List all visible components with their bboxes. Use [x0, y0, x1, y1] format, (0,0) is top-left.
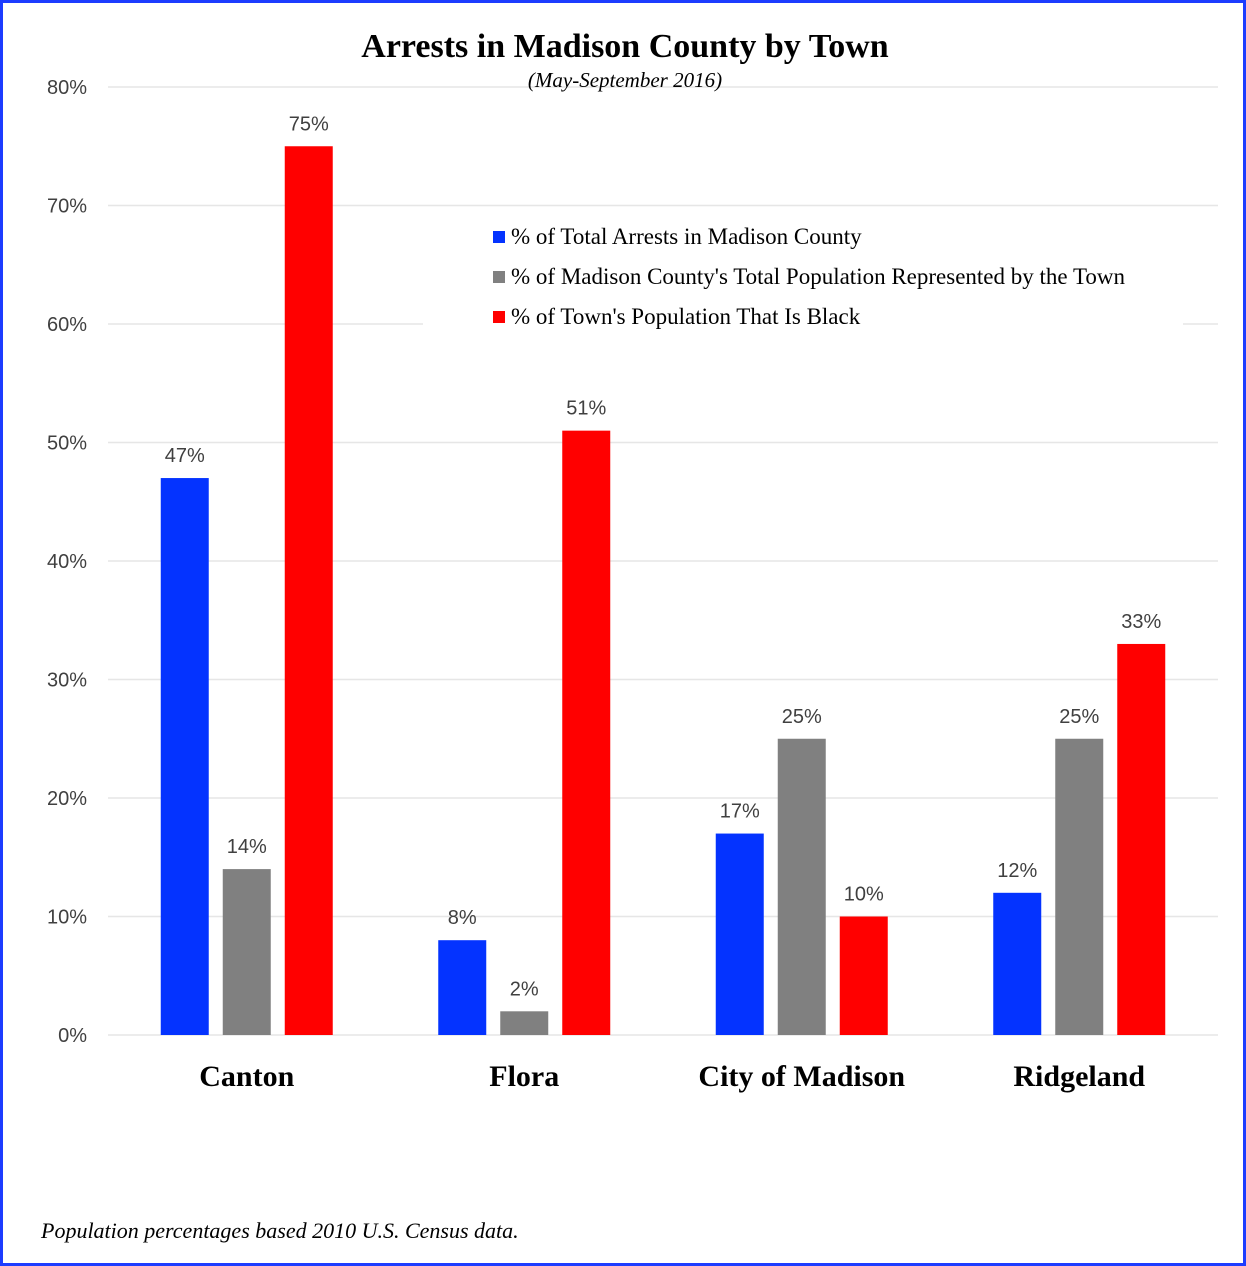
data-label: 33% [1121, 611, 1161, 633]
category-label: Ridgeland [1013, 1060, 1145, 1093]
data-label: 14% [227, 836, 267, 858]
chart-subtitle: (May-September 2016) [528, 68, 722, 92]
bar-chart: 0% 10% 20% 30% 40% 50% 60% 70% 80% 47% 14% 75% 8% 2%… [40, 28, 1218, 1243]
legend-swatch-2 [493, 271, 505, 283]
data-label: 25% [782, 706, 822, 728]
y-tick-label: 0% [58, 1025, 87, 1047]
bar-city-of-madison-series-3 [839, 916, 888, 1035]
legend-swatch-3 [493, 311, 505, 323]
data-label: 8% [448, 907, 477, 929]
chart-title: Arrests in Madison County by Town [361, 28, 889, 65]
y-tick-label: 10% [47, 907, 87, 929]
y-tick-label: 50% [47, 433, 87, 455]
y-axis-ticks: 0% 10% 20% 30% 40% 50% 60% 70% 80% [47, 77, 87, 1047]
bar-canton-series-3 [284, 146, 333, 1035]
bar-flora-series-1 [438, 940, 487, 1035]
bar-city-of-madison-series-1 [715, 833, 764, 1035]
legend-label-3: % of Town's Population That Is Black [511, 304, 861, 329]
bars [160, 146, 1166, 1035]
y-tick-label: 20% [47, 788, 87, 810]
y-tick-label: 40% [47, 551, 87, 573]
bar-flora-series-3 [562, 430, 611, 1035]
data-label: 47% [165, 445, 205, 467]
bar-canton-series-2 [222, 869, 271, 1035]
legend-label-2: % of Madison County's Total Population R… [511, 264, 1125, 289]
legend: % of Total Arrests in Madison County % of… [493, 224, 1125, 329]
footnote: Population percentages based 2010 U.S. C… [40, 1218, 519, 1243]
data-label: 2% [510, 978, 539, 1000]
bar-flora-series-2 [500, 1011, 549, 1035]
data-label: 25% [1059, 706, 1099, 728]
y-tick-label: 70% [47, 196, 87, 218]
category-label: Flora [489, 1060, 559, 1093]
data-label: 17% [720, 801, 760, 823]
bar-ridgeland-series-3 [1117, 643, 1166, 1035]
data-label: 10% [844, 884, 884, 906]
bar-ridgeland-series-1 [993, 892, 1042, 1035]
data-label: 12% [997, 860, 1037, 882]
bar-ridgeland-series-2 [1055, 738, 1104, 1035]
category-label: Canton [199, 1060, 294, 1093]
x-axis-categories: Canton Flora City of Madison Ridgeland [199, 1060, 1145, 1093]
data-labels: 47% 14% 75% 8% 2% 51% 17% 25% 10% 12% 25% 33% [165, 113, 1162, 1000]
data-label: 51% [566, 398, 606, 420]
legend-background [423, 217, 1183, 337]
bar-canton-series-1 [160, 478, 209, 1035]
y-tick-label: 60% [47, 314, 87, 336]
y-tick-label: 80% [47, 77, 87, 99]
bar-city-of-madison-series-2 [777, 738, 826, 1035]
legend-swatch-1 [493, 231, 505, 243]
category-label: City of Madison [698, 1060, 905, 1093]
legend-label-1: % of Total Arrests in Madison County [511, 224, 862, 249]
y-tick-label: 30% [47, 670, 87, 692]
data-label: 75% [289, 113, 329, 135]
